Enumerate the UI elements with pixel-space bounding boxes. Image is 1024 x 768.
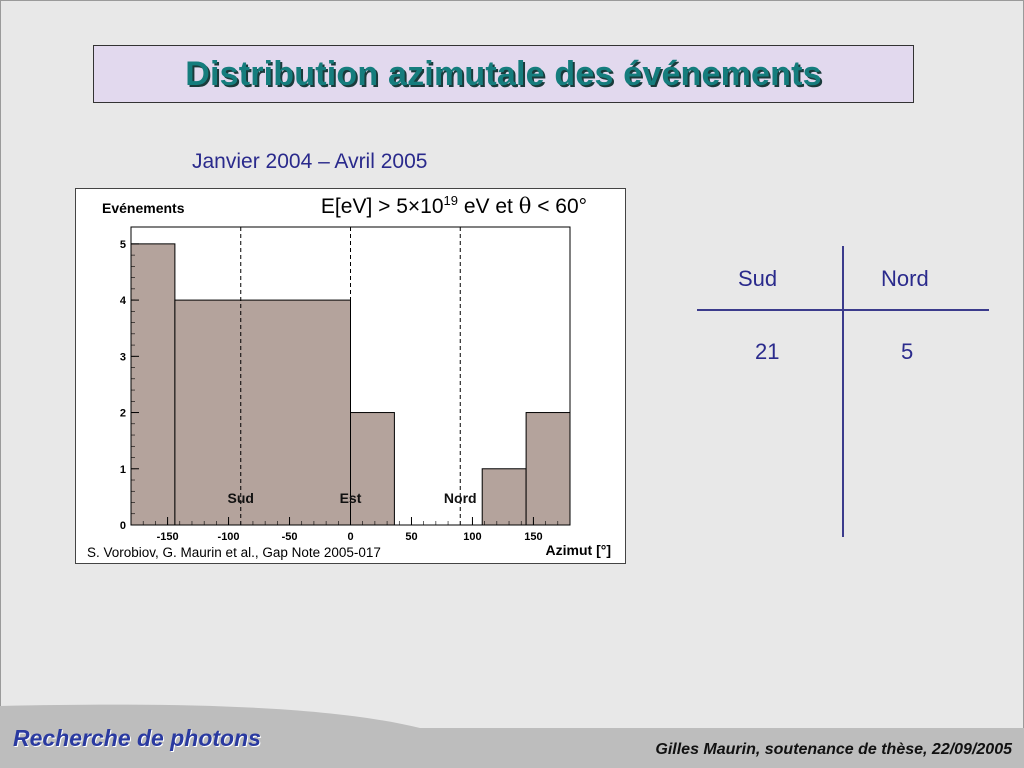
theta-symbol: θ — [518, 194, 532, 218]
x-tick-label: -100 — [218, 531, 240, 543]
x-tick-label: 100 — [463, 531, 481, 543]
footer-band — [0, 704, 1024, 768]
x-tick-label: -150 — [157, 531, 179, 543]
cut-prefix: E[eV] > 5×10 — [320, 195, 444, 218]
reference-line-label: Sud — [228, 490, 254, 506]
y-tick-label: 1 — [120, 464, 126, 476]
table-vertical-line — [842, 246, 844, 537]
x-tick-label: -50 — [282, 531, 298, 543]
footer-band-shape — [0, 704, 1024, 768]
histogram-bar — [350, 412, 395, 526]
footer-section-title: Recherche de photons — [13, 725, 261, 751]
histogram-bar — [174, 299, 352, 526]
y-tick-label: 5 — [120, 239, 126, 251]
reference-line-label: Nord — [444, 490, 477, 506]
histogram-bar — [525, 412, 571, 526]
table-value-sud: 21 — [755, 339, 780, 364]
x-tick-label: 150 — [524, 531, 542, 543]
y-tick-label: 0 — [120, 520, 126, 532]
table-value-nord: 5 — [901, 339, 914, 364]
footer-author-date: Gilles Maurin, soutenance de thèse, 22/0… — [655, 741, 1012, 758]
y-tick-label: 3 — [120, 351, 126, 363]
histogram-frame: 0 1 2 3 4 5 -150 -100 -50 0 50 100 150 Sud Est Nord Evén… — [75, 188, 626, 564]
table-horizontal-line — [697, 309, 989, 311]
table-header-sud: Sud — [738, 266, 778, 291]
histogram-bar — [130, 243, 176, 526]
x-axis-title: Azimut [°] — [546, 542, 611, 558]
title-box: Distribution azimutale des événements — [93, 45, 914, 103]
x-tick-label: 0 — [347, 531, 353, 543]
y-tick-label: 4 — [120, 295, 127, 307]
histogram-bar — [481, 468, 527, 526]
y-tick-label: 2 — [120, 408, 126, 420]
table-header-nord: Nord — [881, 266, 929, 291]
energy-cut-label: E[eV] > 5×1019 eV et θ < 60° — [285, 190, 623, 222]
cut-suffix: < 60° — [531, 195, 588, 218]
y-axis-title: Evénements — [102, 200, 185, 216]
cut-middle: eV et — [458, 195, 519, 218]
counts-table: Sud Nord 21 5 — [695, 246, 989, 538]
reference-line-label: Est — [340, 490, 362, 506]
azimuth-histogram: 0 1 2 3 4 5 -150 -100 -50 0 50 100 150 Sud Est Nord Evén… — [102, 200, 611, 558]
cut-exponent: 19 — [443, 193, 458, 208]
reference-note: S. Vorobiov, G. Maurin et al., Gap Note … — [87, 545, 381, 560]
slide-title: Distribution azimutale des événements — [185, 54, 822, 93]
x-tick-label: 50 — [405, 531, 417, 543]
date-range-subtitle: Janvier 2004 – Avril 2005 — [192, 150, 428, 173]
